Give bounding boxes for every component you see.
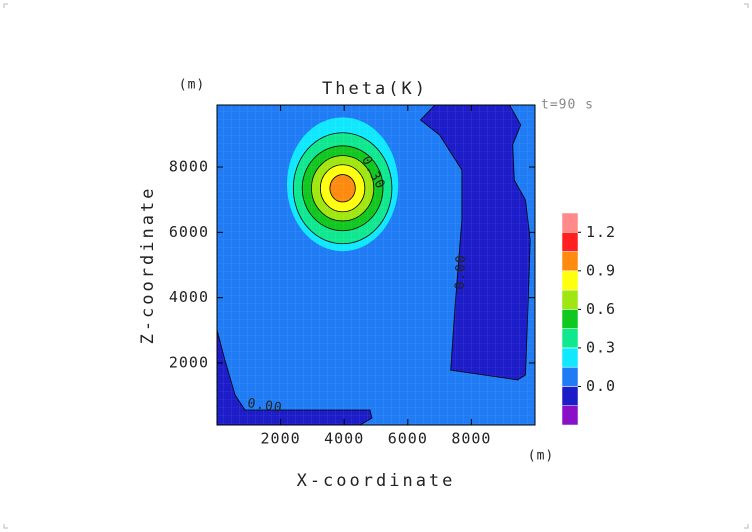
x-tick-label: 2000 (261, 430, 301, 448)
y-axis-label: Z-coordinate (138, 186, 158, 345)
x-tick-label: 6000 (388, 430, 428, 448)
colorbar-box (561, 289, 579, 310)
plot-area (217, 105, 535, 425)
x-unit: (m) (528, 449, 554, 464)
x-tick-label: 8000 (451, 430, 491, 448)
x-axis-label: X-coordinate (297, 471, 456, 491)
contour-label: 0.00 (453, 254, 469, 290)
y-tick-label: 4000 (169, 288, 209, 306)
x-tick-label: 4000 (324, 430, 364, 448)
colorbar-box (561, 212, 579, 233)
annotation: t=90 s (541, 98, 594, 113)
y-tick-label: 6000 (169, 223, 209, 241)
colorbar-box (561, 309, 579, 329)
plot-frame (216, 104, 536, 426)
y-unit: (m) (179, 78, 205, 93)
chart-title: Theta(K) (322, 79, 428, 99)
page-corners (3, 3, 749, 529)
colorbar-box (561, 232, 579, 252)
colorbar-tick-label: 0.0 (586, 377, 616, 395)
colorbar-box (561, 251, 579, 272)
contour-label: 0.00 (246, 396, 283, 416)
colorbar-tick-label: 0.9 (586, 261, 616, 279)
colorbar-tick-label: 1.2 (586, 223, 616, 241)
colorbar-box (561, 386, 579, 406)
colorbar-box (561, 270, 579, 291)
colorbar-tick-label: 0.3 (586, 338, 616, 356)
colorbar-box (561, 328, 579, 349)
colorbar-tick-label: 0.6 (586, 300, 616, 318)
colorbar-box (561, 366, 579, 387)
y-tick-label: 8000 (169, 158, 209, 176)
colorbar-box (561, 347, 579, 368)
colorbar-box (561, 405, 579, 426)
y-tick-label: 2000 (169, 353, 209, 371)
mesh (217, 105, 535, 425)
